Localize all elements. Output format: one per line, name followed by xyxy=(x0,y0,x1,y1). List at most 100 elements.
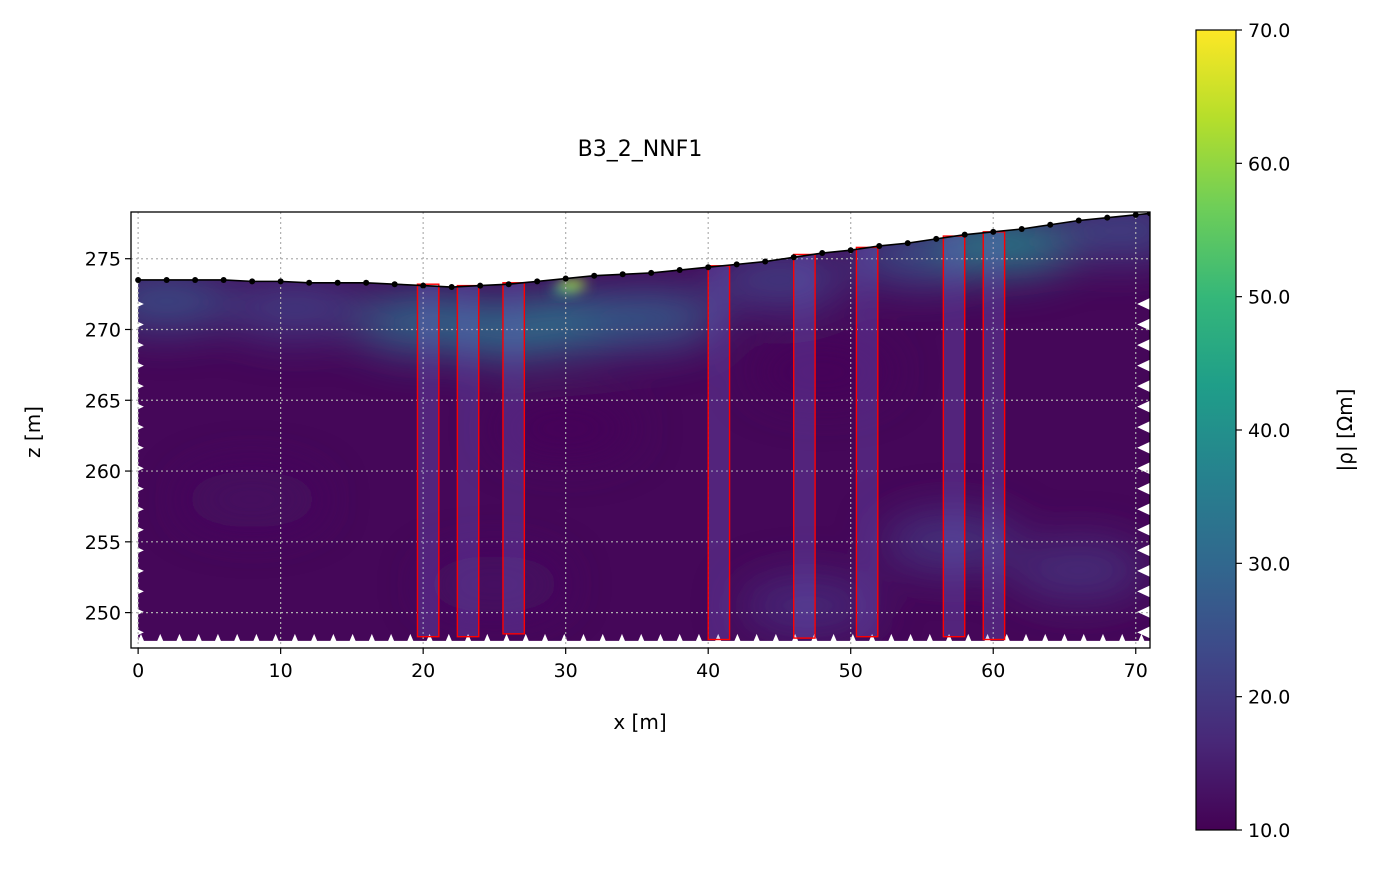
mesh-edge-notch xyxy=(904,633,917,648)
mesh-edge-notch xyxy=(731,633,744,648)
colorbar-tick-label: 60.0 xyxy=(1248,153,1290,175)
mesh-edge-notch xyxy=(615,633,628,648)
surface-point xyxy=(135,276,142,283)
surface-point xyxy=(762,258,769,265)
x-tick-label: 40 xyxy=(696,660,720,682)
chart-title: B3_2_NNF1 xyxy=(578,137,703,162)
resistivity-anomaly xyxy=(138,273,237,330)
mesh-edge-notch xyxy=(1137,523,1150,536)
mesh-edge-notch xyxy=(962,633,975,648)
mesh-edge-notch xyxy=(789,633,802,648)
mesh-edge-notch xyxy=(1058,633,1071,648)
surface-point xyxy=(990,228,997,235)
surface-point xyxy=(306,279,313,286)
mesh-edge-notch xyxy=(539,633,552,648)
mesh-edge-notch xyxy=(654,633,667,648)
plot-area xyxy=(131,212,1150,648)
borehole xyxy=(982,231,1006,641)
y-tick-label: 270 xyxy=(85,319,121,341)
surface-point xyxy=(192,276,199,283)
mesh-edge-notch xyxy=(577,633,590,648)
surface-point xyxy=(477,282,484,289)
mesh-edge-notch xyxy=(885,633,898,648)
mesh-edge-notch xyxy=(769,633,782,648)
mesh-edge-notch xyxy=(827,633,840,648)
mesh-edge-notch xyxy=(1137,626,1150,639)
mesh-edge-notch xyxy=(558,633,571,648)
mesh-edge-notch xyxy=(1137,380,1150,393)
mesh-edge-notch xyxy=(131,339,144,352)
resistivity-anomaly xyxy=(424,556,565,613)
mesh-edge-notch xyxy=(1077,633,1090,648)
surface-point xyxy=(448,284,455,291)
surface-point xyxy=(420,282,427,289)
y-tick-label: 275 xyxy=(85,249,121,271)
x-axis-label: x [m] xyxy=(613,710,666,734)
borehole xyxy=(942,235,966,638)
surface-point xyxy=(705,264,712,271)
mesh-edge-notch xyxy=(500,633,513,648)
mesh-edge-notch xyxy=(1137,359,1150,372)
surface-point xyxy=(933,235,940,242)
surface-point xyxy=(562,275,569,282)
resistivity-anomaly xyxy=(224,280,365,337)
plot-frame xyxy=(130,211,1151,649)
x-axis: 0 10 20 30 40 50 60 70 xyxy=(132,648,1148,682)
resistivity-anomaly xyxy=(752,343,893,400)
mesh-edge-notch xyxy=(1137,585,1150,598)
mesh-edge-notch xyxy=(131,544,144,557)
mesh-edge-notch xyxy=(692,633,705,648)
mesh-edge-notch xyxy=(1137,400,1150,413)
borehole xyxy=(416,283,440,638)
resistivity-anomaly xyxy=(709,251,850,308)
mesh-edge-notch xyxy=(173,633,186,648)
mesh-edge-notch xyxy=(673,633,686,648)
mesh-edge-notch xyxy=(1137,482,1150,495)
surface-point xyxy=(1018,225,1025,232)
colorbar-tick-label: 30.0 xyxy=(1248,553,1290,575)
colorbar-label: |ρ| [Ωm] xyxy=(1333,389,1357,472)
resistivity-anomaly xyxy=(581,290,722,347)
mesh-edge-notch xyxy=(923,633,936,648)
surface-point xyxy=(363,279,370,286)
mesh-edge-notch xyxy=(131,503,144,516)
mesh-edge-notch xyxy=(519,633,532,648)
mesh-edge-notch xyxy=(131,441,144,454)
mesh-edge-notch xyxy=(269,633,282,648)
mesh-edge-notch xyxy=(442,633,455,648)
mesh-edge-notch xyxy=(1116,633,1129,648)
y-tick-label: 260 xyxy=(85,461,121,483)
x-tick-label: 0 xyxy=(132,660,144,682)
colorbar-tick-label: 70.0 xyxy=(1248,20,1290,42)
mesh-edge-notch xyxy=(404,633,417,648)
mesh-edge-notch xyxy=(250,633,263,648)
colorbar: 10.0 20.0 30.0 40.0 50.0 60.0 70.0 |ρ| [Ωm] xyxy=(1195,20,1357,842)
surface-point xyxy=(534,278,541,285)
surface-point xyxy=(876,242,883,249)
surface-profile xyxy=(135,212,1150,291)
mesh-edge-notch xyxy=(635,633,648,648)
surface-point xyxy=(790,254,797,261)
surface-point xyxy=(961,231,968,238)
y-tick-label: 265 xyxy=(85,390,121,412)
mesh-edge-notch xyxy=(462,633,475,648)
mesh-edge-notch xyxy=(131,400,144,413)
y-axis: 250 255 260 265 270 275 xyxy=(85,249,131,625)
surface-point xyxy=(1104,214,1111,221)
borehole xyxy=(502,282,526,635)
surface-point xyxy=(277,278,284,285)
mesh-edge-notch xyxy=(1137,544,1150,557)
mesh-edge-notch xyxy=(385,633,398,648)
mesh-edge-notch xyxy=(481,633,494,648)
mesh-edge-notch xyxy=(1137,421,1150,434)
resistivity-section xyxy=(131,213,1150,648)
mesh-edge-notch xyxy=(1135,633,1148,648)
mesh-edge-notch xyxy=(131,605,144,618)
surface-point xyxy=(733,261,740,268)
x-tick-label: 50 xyxy=(839,660,863,682)
colorbar-tick-label: 10.0 xyxy=(1248,820,1290,842)
surface-point xyxy=(1132,212,1139,218)
surface-point xyxy=(819,250,826,257)
mesh-edge-notch xyxy=(866,633,879,648)
x-tick-label: 70 xyxy=(1124,660,1148,682)
